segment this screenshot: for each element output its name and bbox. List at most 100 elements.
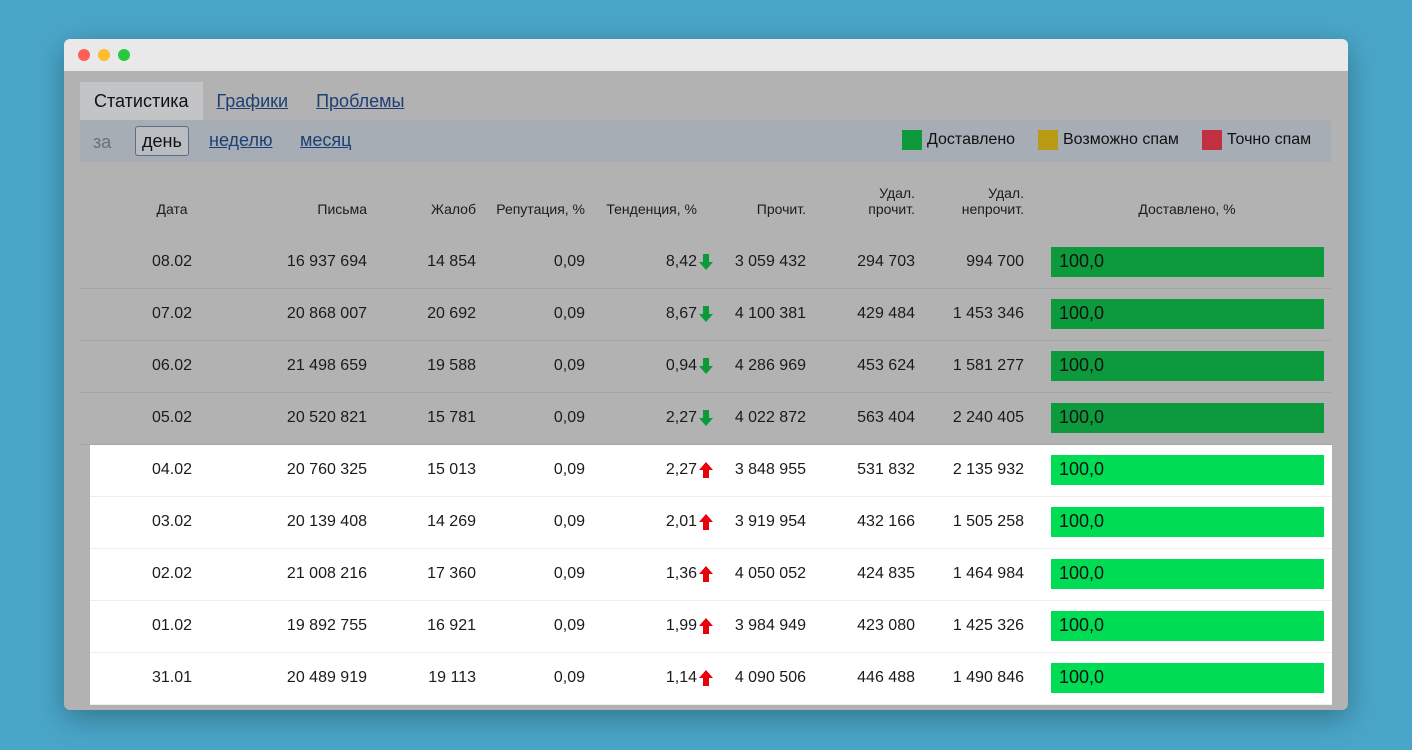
column-header: Удал. непрочит.: [961, 185, 1024, 217]
delivered-bar: 100,0: [1051, 455, 1324, 485]
tab[interactable]: Проблемы: [316, 91, 405, 111]
period-option[interactable]: месяц: [300, 130, 352, 150]
table-cell: 0,09: [553, 357, 585, 374]
table-cell: 2,01: [665, 513, 697, 530]
table-cell: 16 921: [427, 617, 476, 634]
trend-arrow-shape: [699, 514, 713, 530]
table-cell: 19 892 755: [286, 617, 367, 634]
legend-item: Возможно спам: [1038, 130, 1179, 150]
tab[interactable]: Статистика: [80, 82, 203, 120]
window: Статистика Графики Проблемы за день неде…: [64, 39, 1348, 710]
delivered-bar: 100,0: [1051, 663, 1324, 693]
column-header: Репутация, %: [496, 201, 585, 217]
trend-arrow-shape: [699, 566, 713, 582]
table-cell: 02.02: [151, 565, 193, 582]
close-button[interactable]: [78, 49, 90, 61]
table-cell: 1 505 258: [952, 513, 1024, 530]
table-cell: 0,09: [553, 617, 585, 634]
table-cell: 8,42: [665, 253, 697, 270]
table-row: 08.02 16 937 694 14 854 0,09 8,42 3 059 432 29…: [80, 237, 1331, 289]
zoom-button[interactable]: [118, 49, 130, 61]
table-cell: 2,27: [665, 409, 697, 426]
table-cell: 0,09: [553, 305, 585, 322]
table-cell: 1 490 846: [952, 669, 1024, 686]
table-cell: 20 868 007: [286, 305, 367, 322]
table-cell: 8,67: [665, 305, 697, 322]
period-label: за: [93, 132, 112, 152]
table-cell: 1,36: [665, 565, 697, 582]
table-cell: 05.02: [151, 409, 193, 426]
table-cell: 0,09: [553, 513, 585, 530]
tab[interactable]: Графики: [216, 91, 289, 111]
trend-arrow-shape: [699, 410, 713, 426]
table-cell: 15 781: [427, 409, 476, 426]
trend-arrow: [699, 306, 713, 322]
table-cell: 06.02: [151, 357, 193, 374]
trend-arrow: [699, 514, 713, 530]
table-cell: 453 624: [857, 357, 915, 374]
table-cell: 4 100 381: [734, 305, 806, 322]
column-header: Прочит.: [756, 201, 806, 217]
delivered-bar: 100,0: [1051, 299, 1324, 329]
tabs: Статистика Графики Проблемы: [80, 82, 418, 120]
column-header: Письма: [317, 201, 367, 217]
table-cell: 432 166: [857, 513, 915, 530]
table-cell: 15 013: [427, 461, 476, 478]
table-cell: 16 937 694: [286, 253, 367, 270]
trend-arrow: [699, 410, 713, 426]
table-cell: 0,09: [553, 253, 585, 270]
table-row: 02.02 21 008 216 17 360 0,09 1,36 4 050 052 42…: [90, 549, 1332, 601]
table-cell: 3 919 954: [734, 513, 806, 530]
table-cell: 01.02: [151, 617, 193, 634]
table-cell: 0,94: [665, 357, 697, 374]
legend-item: Доставлено: [902, 130, 1015, 150]
table-cell: 21 498 659: [286, 357, 367, 374]
column-header: Удал. прочит.: [868, 185, 915, 217]
table-cell: 14 854: [427, 253, 476, 270]
table-cell: 446 488: [857, 669, 915, 686]
trend-arrow-shape: [699, 254, 713, 270]
table-cell: 21 008 216: [286, 565, 367, 582]
trend-arrow-shape: [699, 618, 713, 634]
table-cell: 1 425 326: [952, 617, 1024, 634]
legend-item: Точно спам: [1202, 130, 1311, 150]
table-cell: 20 139 408: [286, 513, 367, 530]
table-row: 31.01 20 489 919 19 113 0,09 1,14 4 090 506 44…: [90, 653, 1332, 705]
minimize-button[interactable]: [98, 49, 110, 61]
table-cell: 1 453 346: [952, 305, 1024, 322]
table-cell: 4 022 872: [734, 409, 806, 426]
table-row: 01.02 19 892 755 16 921 0,09 1,99 3 984 949 42…: [90, 601, 1332, 653]
legend-label: Точно спам: [1227, 131, 1312, 148]
trend-arrow-shape: [699, 462, 713, 478]
table-cell: 3 059 432: [734, 253, 806, 270]
period-option[interactable]: день: [135, 126, 189, 156]
stats-table: Дата Письма Жалоб Репутация, % Тенденция, % П…: [64, 162, 1348, 710]
period-option[interactable]: неделю: [209, 130, 273, 150]
table-cell: 0,09: [553, 461, 585, 478]
table-cell: 17 360: [427, 565, 476, 582]
table-row: 03.02 20 139 408 14 269 0,09 2,01 3 919 954 43…: [90, 497, 1332, 549]
delivered-bar: 100,0: [1051, 247, 1324, 277]
trend-arrow-shape: [699, 358, 713, 374]
delivered-bar: 100,0: [1051, 403, 1324, 433]
table-cell: 08.02: [151, 253, 193, 270]
table-cell: 563 404: [857, 409, 915, 426]
column-header: Дата: [156, 201, 188, 217]
table-cell: 4 286 969: [734, 357, 806, 374]
trend-arrow: [699, 670, 713, 686]
table-cell: 4 050 052: [734, 565, 806, 582]
table-cell: 14 269: [427, 513, 476, 530]
table-cell: 03.02: [151, 513, 193, 530]
trend-arrow: [699, 566, 713, 582]
column-header: Тенденция, %: [606, 201, 697, 217]
table-cell: 424 835: [857, 565, 915, 582]
delivered-bar: 100,0: [1051, 559, 1324, 589]
filter-bar: за день неделю месяц Доставлено Возможно…: [80, 120, 1331, 162]
delivered-bar: 100,0: [1051, 351, 1324, 381]
table-cell: 1 464 984: [952, 565, 1024, 582]
table-cell: 1,14: [665, 669, 697, 686]
table-row: 05.02 20 520 821 15 781 0,09 2,27 4 022 872 56…: [80, 393, 1331, 445]
table-cell: 2 240 405: [952, 409, 1024, 426]
table-cell: 0,09: [553, 409, 585, 426]
table-cell: 1,99: [665, 617, 697, 634]
